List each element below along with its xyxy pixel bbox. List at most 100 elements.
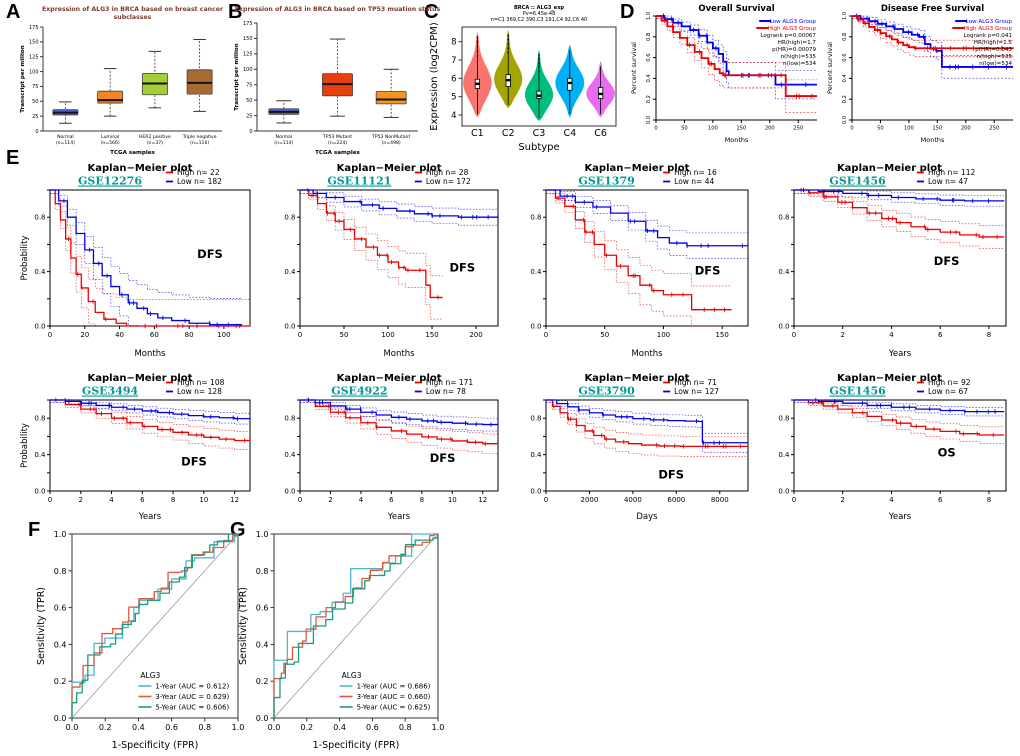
svg-text:0.0: 0.0: [54, 714, 67, 723]
svg-text:n(high)=535: n(high)=535: [977, 54, 1013, 60]
svg-text:Low ALG3 Group: Low ALG3 Group: [770, 19, 817, 25]
svg-text:0.4: 0.4: [778, 451, 790, 459]
svg-text:Months: Months: [921, 136, 945, 144]
svg-text:0.2: 0.2: [256, 677, 269, 686]
svg-text:125: 125: [243, 52, 253, 58]
svg-text:Disease Free Survival: Disease Free Survival: [881, 4, 984, 14]
panel-label-d: D: [620, 1, 635, 23]
svg-text:20: 20: [80, 331, 89, 339]
svg-text:DFS: DFS: [197, 247, 223, 261]
gse-link[interactable]: GSE3494: [82, 385, 139, 398]
svg-text:0.4: 0.4: [256, 640, 269, 649]
svg-text:Expression of ALG3 in BRCA bas: Expression of ALG3 in BRCA based on TP53…: [235, 6, 441, 13]
svg-text:TP53 NonMutant: TP53 NonMutant: [371, 134, 410, 140]
svg-text:C6: C6: [594, 128, 607, 139]
gse-link[interactable]: GSE3790: [578, 385, 635, 398]
svg-text:Logrank p=0.00067: Logrank p=0.00067: [760, 33, 816, 39]
svg-text:200: 200: [961, 126, 971, 132]
svg-text:150: 150: [29, 40, 39, 46]
svg-text:0.0: 0.0: [268, 723, 281, 732]
svg-text:1.0: 1.0: [842, 12, 848, 20]
svg-text:1.0: 1.0: [54, 530, 67, 539]
gse-link[interactable]: GSE1456: [829, 385, 886, 398]
svg-text:0.6: 0.6: [256, 604, 269, 613]
svg-text:Months: Months: [725, 136, 749, 144]
svg-text:8: 8: [987, 496, 991, 504]
svg-text:0.0: 0.0: [284, 323, 295, 331]
svg-text:8: 8: [451, 38, 456, 48]
svg-text:C3: C3: [533, 128, 546, 139]
svg-text:6000: 6000: [667, 496, 685, 504]
svg-text:2000: 2000: [581, 496, 599, 504]
svg-text:0: 0: [544, 496, 548, 504]
gse-link[interactable]: GSE1456: [829, 175, 886, 188]
svg-text:0.2: 0.2: [99, 723, 112, 732]
svg-text:0.8: 0.8: [284, 214, 295, 222]
svg-text:0: 0: [298, 331, 302, 339]
svg-text:Low ALG3 Group: Low ALG3 Group: [966, 19, 1013, 25]
svg-text:8: 8: [987, 331, 991, 339]
svg-text:Sensitivity (TPR): Sensitivity (TPR): [36, 587, 47, 665]
svg-text:50: 50: [340, 331, 349, 339]
svg-text:Years: Years: [138, 512, 162, 522]
svg-text:(n=116): (n=116): [190, 140, 209, 146]
gse-link[interactable]: GSE1379: [578, 175, 634, 188]
svg-text:7: 7: [451, 56, 456, 66]
svg-text:p(HR)=0.00079: p(HR)=0.00079: [772, 47, 816, 53]
svg-text:75: 75: [32, 84, 38, 90]
svg-text:250: 250: [989, 126, 999, 132]
svg-text:8000: 8000: [711, 496, 729, 504]
svg-text:Years: Years: [387, 512, 411, 522]
svg-text:0.8: 0.8: [842, 33, 848, 41]
svg-text:Years: Years: [888, 512, 912, 522]
svg-text:Kaplan−Meier plot: Kaplan−Meier plot: [837, 373, 942, 384]
svg-text:60: 60: [150, 331, 159, 339]
svg-text:Low n= 78: Low n= 78: [426, 387, 466, 396]
svg-text:0.0: 0.0: [256, 714, 269, 723]
svg-text:0.0: 0.0: [284, 488, 295, 496]
svg-text:0.0: 0.0: [34, 488, 45, 496]
boxplot-subclasses-chart: Expression of ALG3 in BRCA based on brea…: [20, 6, 224, 156]
svg-text:6: 6: [140, 496, 145, 504]
svg-text:80: 80: [185, 331, 194, 339]
svg-text:C1: C1: [471, 128, 484, 139]
km-overall-survival-chart: Overall Survival 0.0 0.2 0.4 0.6 0.8 1.0 0 50 100…: [630, 4, 817, 144]
svg-text:175: 175: [29, 25, 39, 31]
svg-text:100: 100: [904, 126, 914, 132]
svg-text:Overall Survival: Overall Survival: [698, 4, 774, 14]
svg-text:Kaplan−Meier plot: Kaplan−Meier plot: [88, 163, 193, 174]
panel-label-b: B: [228, 1, 243, 23]
svg-text:4: 4: [359, 496, 364, 504]
svg-text:5-Year (AUC = 0.606): 5-Year (AUC = 0.606): [155, 704, 229, 712]
svg-text:175: 175: [243, 21, 253, 27]
gse-link[interactable]: GSE12276: [78, 175, 142, 188]
svg-text:Probability: Probability: [20, 236, 30, 281]
svg-text:Months: Months: [631, 349, 663, 359]
svg-text:C4: C4: [563, 128, 576, 139]
svg-text:(n=498): (n=498): [382, 140, 401, 146]
svg-text:0: 0: [298, 496, 302, 504]
svg-text:Kaplan−Meier plot: Kaplan−Meier plot: [584, 163, 689, 174]
gse-link[interactable]: GSE4922: [331, 385, 387, 398]
svg-text:n(high)=535: n(high)=535: [781, 54, 817, 60]
svg-text:8: 8: [420, 496, 424, 504]
svg-text:TP53 Mutant: TP53 Mutant: [322, 134, 352, 140]
gse-link[interactable]: GSE11121: [327, 175, 391, 188]
svg-text:Percent survival: Percent survival: [826, 42, 834, 94]
svg-text:150: 150: [425, 331, 438, 339]
svg-text:6: 6: [938, 496, 943, 504]
svg-text:0: 0: [48, 496, 52, 504]
svg-text:0.4: 0.4: [284, 451, 296, 459]
svg-text:25: 25: [32, 114, 38, 120]
panel-label-f: F: [28, 519, 41, 541]
svg-text:4: 4: [889, 331, 894, 339]
svg-text:150: 150: [715, 331, 728, 339]
svg-text:0.4: 0.4: [842, 74, 848, 83]
svg-text:Expression (log2CPM): Expression (log2CPM): [429, 22, 440, 131]
svg-text:0.8: 0.8: [778, 214, 789, 222]
svg-text:8: 8: [171, 496, 175, 504]
